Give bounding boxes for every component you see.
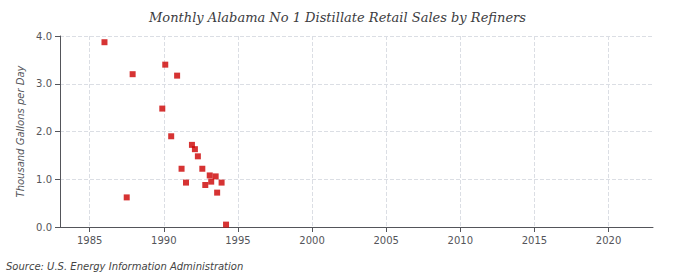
- svg-text:1.0: 1.0: [36, 174, 52, 185]
- svg-text:2000: 2000: [299, 235, 324, 246]
- svg-text:2.0: 2.0: [36, 126, 52, 137]
- svg-text:1985: 1985: [77, 235, 102, 246]
- svg-text:Source: U.S. Energy Informatio: Source: U.S. Energy Information Administ…: [6, 261, 243, 272]
- svg-text:Thousand Gallons per Day: Thousand Gallons per Day: [15, 64, 26, 197]
- svg-text:2010: 2010: [448, 235, 473, 246]
- svg-text:2015: 2015: [522, 235, 547, 246]
- svg-text:1990: 1990: [151, 235, 176, 246]
- svg-text:Monthly Alabama No 1 Distillat: Monthly Alabama No 1 Distillate Retail S…: [148, 10, 526, 25]
- svg-text:2005: 2005: [373, 235, 398, 246]
- svg-text:4.0: 4.0: [36, 31, 52, 42]
- svg-text:3.0: 3.0: [36, 78, 52, 89]
- svg-text:2020: 2020: [596, 235, 621, 246]
- svg-text:1995: 1995: [225, 235, 250, 246]
- svg-text:0.0: 0.0: [36, 222, 52, 233]
